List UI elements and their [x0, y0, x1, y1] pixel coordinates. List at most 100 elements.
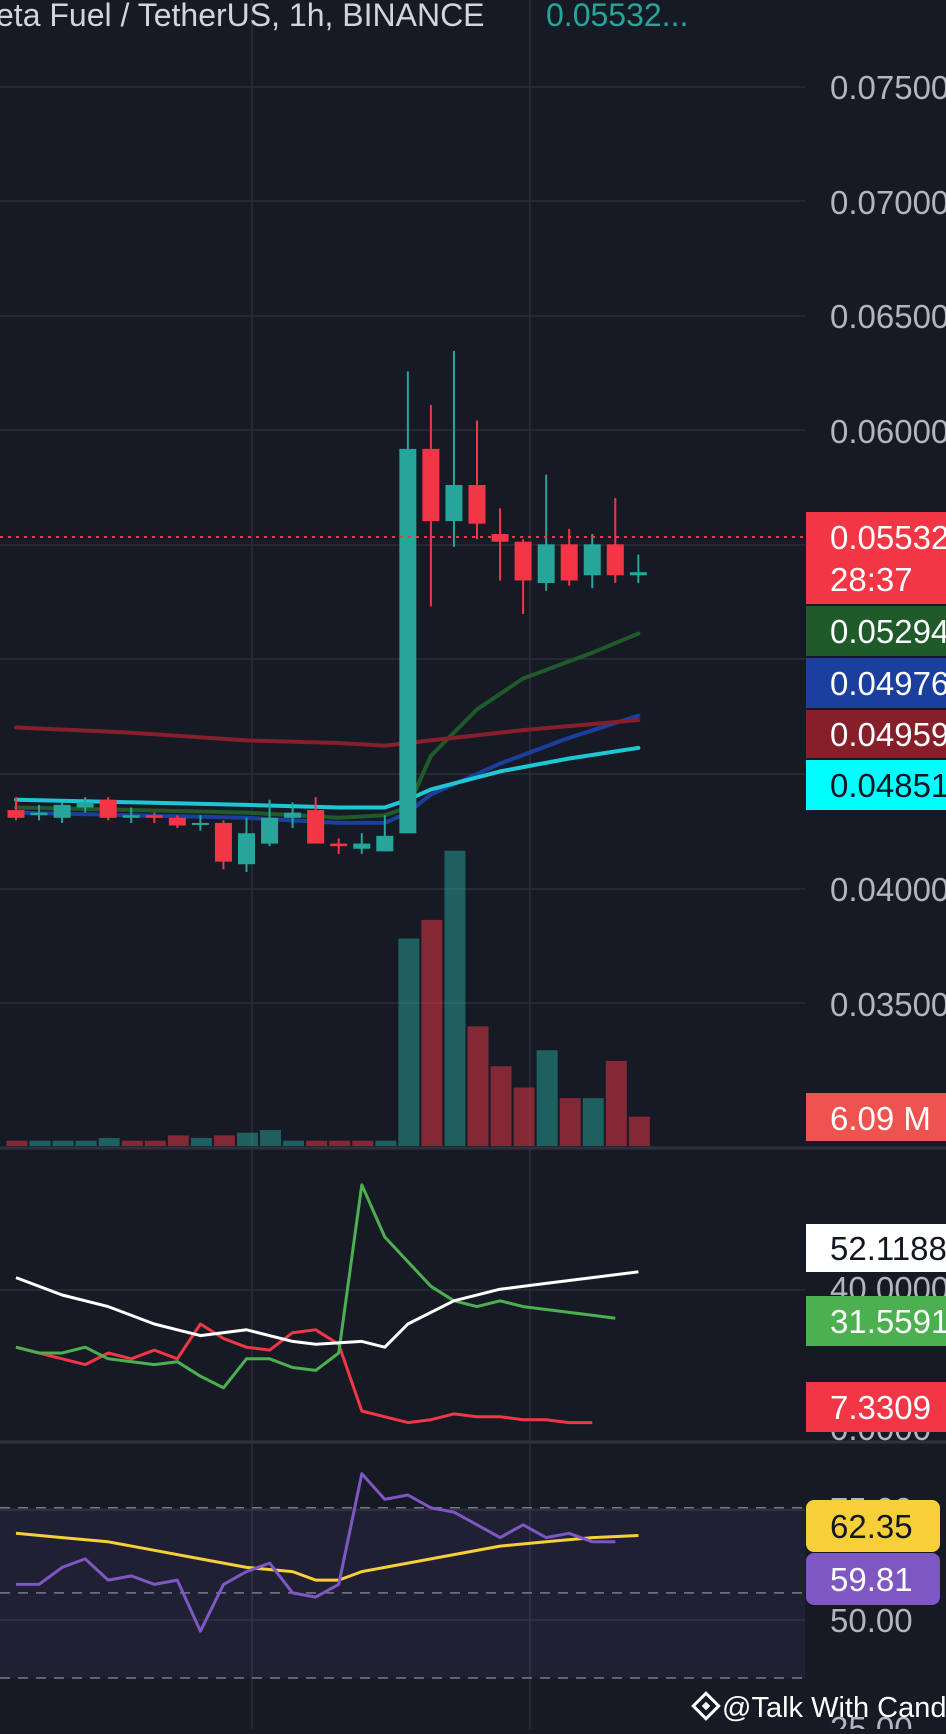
candle-body [629, 572, 647, 576]
candle-body [168, 817, 186, 826]
candle-body [238, 833, 255, 865]
svg-text:0.04851: 0.04851 [830, 767, 946, 804]
plus-di-label-box [806, 1296, 946, 1346]
candle-body [353, 843, 371, 849]
volume-bar [190, 1138, 212, 1146]
adx-label: 52.1188 [830, 1230, 946, 1267]
candle-body [261, 817, 279, 844]
candle-body [606, 544, 624, 576]
volume-bar [167, 1135, 189, 1146]
volume-bar [444, 850, 466, 1146]
price-tick: 0.07500 [830, 69, 946, 106]
rsi-label-box [806, 1553, 940, 1605]
volume-bar [213, 1135, 235, 1146]
candle-body [399, 448, 417, 834]
rsi-tick: 50.00 [830, 1602, 913, 1639]
volume-bar [536, 1050, 558, 1146]
moving-average-line [14, 713, 641, 825]
candle-body [76, 802, 94, 808]
watermark-text: @Talk With Candle [722, 1692, 946, 1724]
volume-bar [6, 1140, 28, 1146]
candle-body [376, 835, 394, 852]
volume-bar [29, 1140, 51, 1146]
moving-average-line [14, 745, 641, 810]
volume-bar [490, 1066, 512, 1146]
candle-body [583, 544, 601, 576]
volume-bar [513, 1087, 535, 1146]
candle-body [307, 810, 325, 844]
price-tick: 0.06500 [830, 298, 946, 335]
svg-text:0.04976: 0.04976 [830, 665, 946, 702]
volume-bar [375, 1140, 397, 1146]
volume-bar [352, 1140, 374, 1146]
adx-label-box [806, 1224, 946, 1272]
minus-di-label: 7.3309 [830, 1389, 931, 1426]
candle-body [445, 484, 463, 522]
plus-di-label: 31.5591 [830, 1303, 946, 1340]
candle-body [30, 812, 48, 816]
chart-header[interactable]: eta Fuel / TetherUS, 1h, BINANCE 0.05532… [0, 0, 688, 33]
price-label-ma-green: 0.05294 [806, 606, 946, 656]
price-axis[interactable]: 0.07500 0.07000 0.06500 0.06000 0.04000 … [830, 69, 946, 1023]
volume-bar [75, 1140, 97, 1146]
rsi-ma-line [15, 1531, 639, 1582]
price-tick: 0.04000 [830, 871, 946, 908]
svg-text:0.05532: 0.05532 [830, 519, 946, 556]
volume-bar [260, 1130, 282, 1146]
volume-bar [582, 1098, 604, 1146]
volume-bar [144, 1140, 166, 1146]
volume-label: 6.09 M [806, 1093, 946, 1141]
rsi-ma-label-box [806, 1500, 940, 1552]
candle-body [53, 804, 71, 818]
price-label-last: 0.05532 28:37 [806, 512, 946, 604]
volume-bar [398, 938, 420, 1146]
volume-bar [283, 1140, 305, 1146]
volume-bar [329, 1140, 351, 1146]
watermark: @Talk With Candle [691, 1691, 946, 1724]
volume-bar [237, 1132, 258, 1146]
moving-average-line [14, 718, 641, 748]
volume-bar [559, 1098, 581, 1146]
volume-bars [6, 850, 650, 1146]
price-tick: 0.03500 [830, 986, 946, 1023]
svg-text:0.05294: 0.05294 [830, 613, 946, 650]
countdown-timer: 28:37 [830, 561, 913, 598]
volume-bar [98, 1138, 120, 1146]
volume-bar [628, 1116, 650, 1146]
rsi-band [0, 1507, 805, 1679]
price-tick: 0.07000 [830, 184, 946, 221]
candle-body [422, 448, 440, 522]
candles [7, 350, 647, 872]
rsi-lines [15, 1472, 639, 1633]
candle-body [537, 544, 555, 584]
candle-body [99, 799, 117, 818]
minus-di-line [15, 1322, 593, 1425]
candle-body [468, 484, 486, 524]
volume-bar [52, 1140, 74, 1146]
rsi-label: 59.81 [830, 1561, 913, 1598]
volume-bar [421, 919, 443, 1146]
rsi-line [16, 1472, 616, 1633]
candle-body [7, 810, 25, 818]
candle-body [514, 541, 532, 581]
minus-di-label-box [806, 1382, 946, 1432]
candle-body [491, 534, 509, 542]
header-last-price: 0.05532... [546, 0, 688, 33]
candle-body [145, 815, 163, 818]
plus-di-line [15, 1183, 616, 1390]
symbol-title[interactable]: eta Fuel / TetherUS, 1h, BINANCE [0, 0, 485, 33]
volume-bar [467, 1026, 489, 1146]
candle-body [560, 544, 578, 581]
dmi-axis: 40.0000 0.0000 52.1188 31.5591 7.3309 [806, 1224, 946, 1447]
candle-body [330, 843, 348, 847]
dmi-lines [15, 1183, 639, 1425]
price-tick: 0.06000 [830, 413, 946, 450]
volume-bar [306, 1140, 328, 1146]
candle-body [284, 812, 302, 818]
rsi-ma-label: 62.35 [830, 1508, 913, 1545]
candle-body [122, 815, 140, 818]
volume-bar [605, 1060, 627, 1146]
